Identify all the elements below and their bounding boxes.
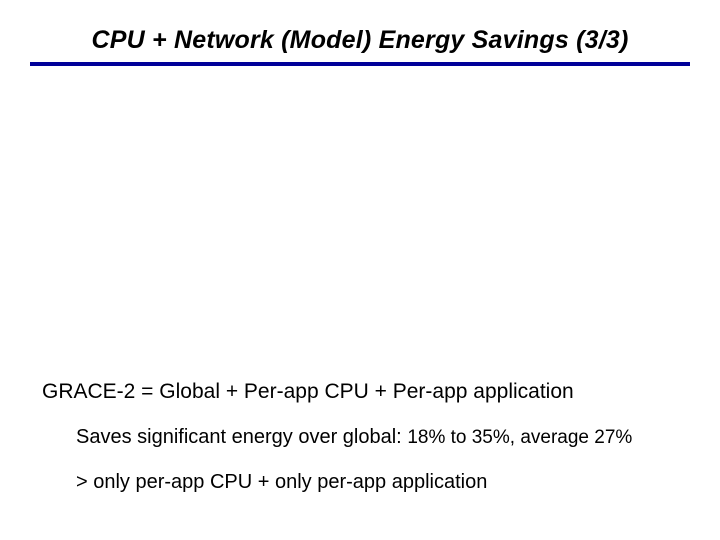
body-line-1: GRACE-2 = Global + Per-app CPU + Per-app… <box>42 380 700 404</box>
slide: CPU + Network (Model) Energy Savings (3/… <box>0 0 720 540</box>
title-wrap: CPU + Network (Model) Energy Savings (3/… <box>0 26 720 55</box>
body-line-2: Saves significant energy over global: 18… <box>76 426 700 449</box>
title-underline <box>30 62 690 66</box>
body-line-2-prefix: Saves significant energy over global: <box>76 426 407 448</box>
body-text: GRACE-2 = Global + Per-app CPU + Per-app… <box>42 380 700 494</box>
page-title: CPU + Network (Model) Energy Savings (3/… <box>92 26 629 55</box>
body-line-2-stats: 18% to 35%, average 27% <box>407 427 632 448</box>
body-line-3: > only per-app CPU + only per-app applic… <box>76 471 700 494</box>
